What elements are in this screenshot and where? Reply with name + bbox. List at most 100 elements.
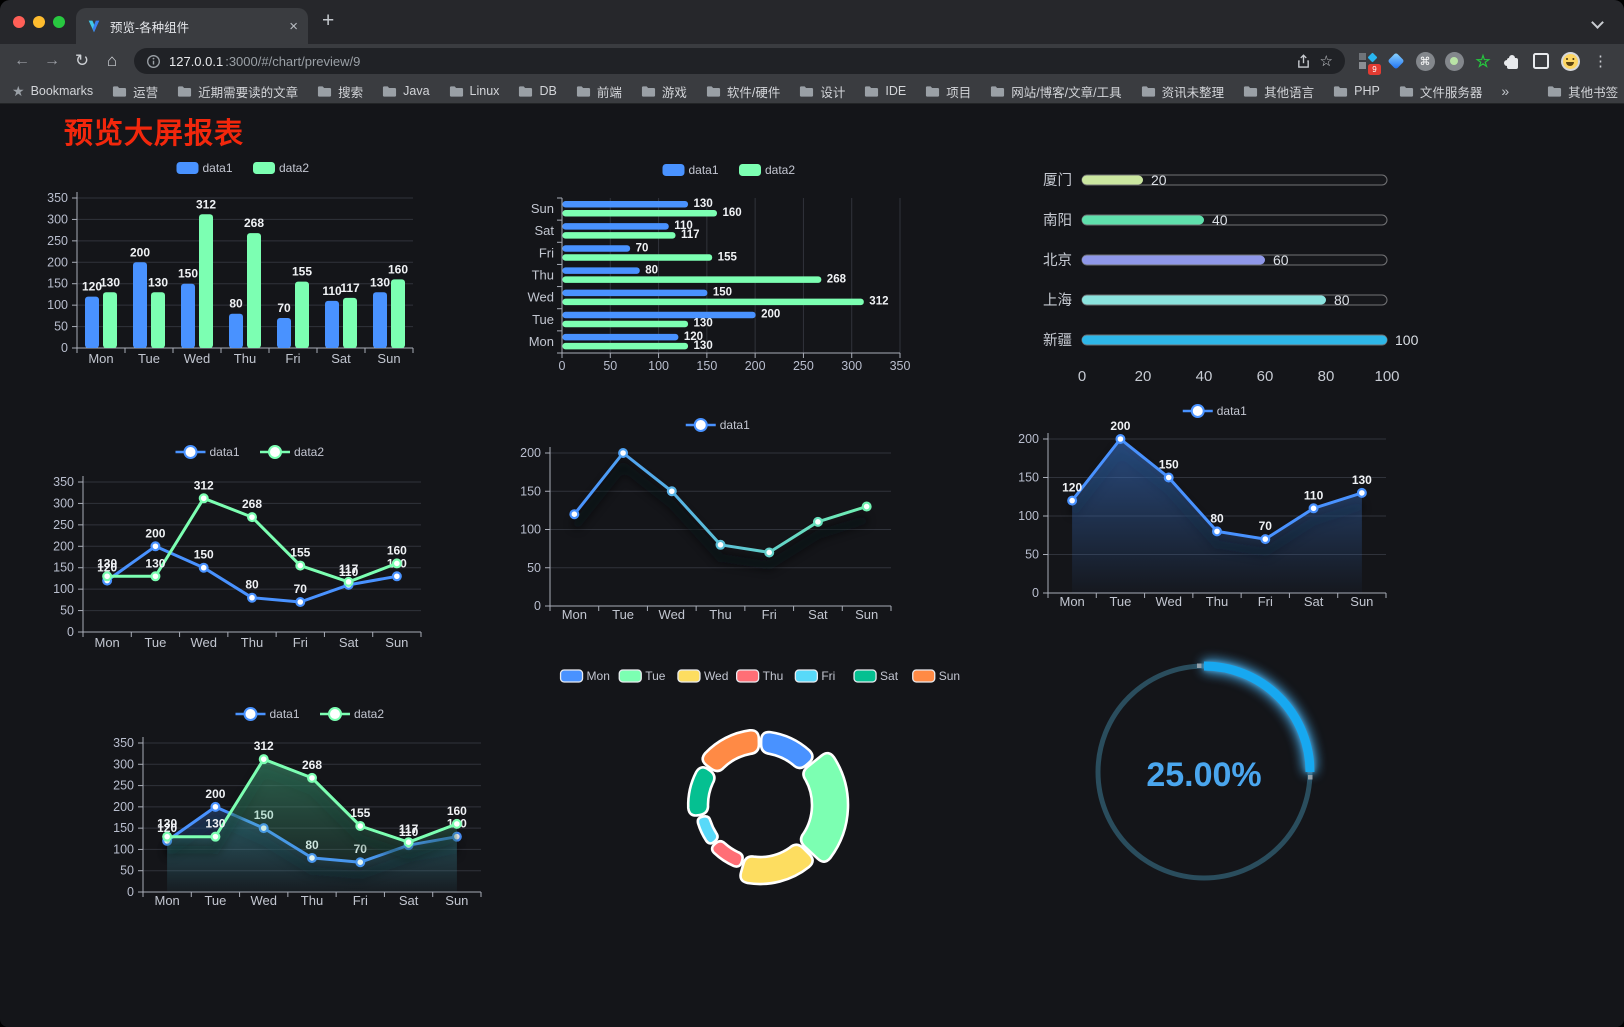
emoji-extension-icon[interactable] xyxy=(1560,51,1580,71)
x-category-label: Wed xyxy=(190,635,217,650)
legend-swatch xyxy=(618,669,642,683)
command-extension-icon[interactable]: ⌘ xyxy=(1415,51,1435,71)
bookmarks-overflow-chevron[interactable]: » xyxy=(1501,83,1510,99)
close-window-button[interactable] xyxy=(13,16,25,28)
data-label: 110 xyxy=(339,565,359,579)
c8-canvas: Mon Tue Wed Thu Fri Sat Sun xyxy=(559,669,960,886)
x-category-label: Fri xyxy=(1258,594,1273,609)
x-axis-tick-label: 250 xyxy=(793,359,814,373)
y-axis-tick-label: 100 xyxy=(53,582,74,596)
legend-item[interactable]: data1 xyxy=(176,161,233,175)
legend-item[interactable]: Fri xyxy=(794,669,835,683)
bookmark-folder-label: 网站/博客/文章/工具 xyxy=(1011,85,1122,100)
reload-button[interactable]: ↻ xyxy=(74,51,90,70)
legend-item[interactable]: Sat xyxy=(853,669,899,683)
bookmark-folder[interactable]: 文件服务器 xyxy=(1399,82,1482,101)
recorder-extension-icon[interactable] xyxy=(1444,51,1464,71)
legend-item[interactable]: data1 xyxy=(662,163,719,177)
legend-item[interactable]: data1 xyxy=(1182,404,1247,418)
bookmark-folder[interactable]: Linux xyxy=(449,84,499,98)
bookmark-folder[interactable]: PHP xyxy=(1333,84,1380,98)
bar xyxy=(562,254,713,261)
browser-menu-icon[interactable]: ⋮ xyxy=(1593,53,1608,70)
line-shadow xyxy=(570,459,868,571)
y-axis-tick-label: 0 xyxy=(1032,586,1039,600)
bookmark-folder[interactable]: 资讯未整理 xyxy=(1141,82,1224,101)
bookmark-folder[interactable]: 其他语言 xyxy=(1243,82,1314,101)
y-axis-tick-label: 150 xyxy=(113,821,134,835)
c5-canvas: 0 50 100 150 200 Mon Tue Wed Thu Fri Sat Sun data1 xyxy=(520,418,892,622)
bookmarks-menu[interactable]: ★ Bookmarks xyxy=(12,83,93,100)
minimize-window-button[interactable] xyxy=(33,16,45,28)
legend-item[interactable]: data2 xyxy=(320,707,384,721)
legend-item[interactable]: data1 xyxy=(685,418,750,432)
home-button[interactable]: ⌂ xyxy=(106,51,118,70)
bookmark-folder[interactable]: 软件/硬件 xyxy=(706,82,780,101)
legend-item[interactable]: Sun xyxy=(912,669,960,683)
legend-item[interactable]: data1 xyxy=(235,707,300,721)
bar xyxy=(229,313,243,348)
bar xyxy=(562,276,822,283)
legend-item[interactable]: data2 xyxy=(739,163,795,177)
tab-title: 预览-各种组件 xyxy=(110,20,190,35)
share-icon[interactable] xyxy=(1295,53,1312,70)
legend-item[interactable]: Wed xyxy=(677,669,728,683)
bookmark-folder[interactable]: 项目 xyxy=(925,82,971,101)
legend-swatch xyxy=(912,669,936,683)
bookmark-folder[interactable]: 游戏 xyxy=(641,82,687,101)
legend-item[interactable]: Mon xyxy=(559,669,610,683)
back-button[interactable]: ← xyxy=(14,52,30,69)
legend-item[interactable]: data2 xyxy=(253,161,309,175)
new-tab-button[interactable]: + xyxy=(322,9,335,32)
legend-item[interactable]: Tue xyxy=(618,669,666,683)
x-axis-tick-label: 350 xyxy=(890,359,911,373)
data-label: 150 xyxy=(1159,458,1179,472)
legend-swatch xyxy=(794,669,819,683)
folder-icon xyxy=(1548,85,1562,97)
grid-extension-icon[interactable]: 9 xyxy=(1357,51,1381,75)
legend-item[interactable]: data2 xyxy=(260,445,324,459)
bookmark-folder[interactable]: 前端 xyxy=(576,82,622,101)
data-label: 160 xyxy=(387,543,407,557)
site-info-icon[interactable] xyxy=(146,54,161,69)
data-label: 312 xyxy=(254,739,274,753)
data-label: 155 xyxy=(290,546,310,560)
bookmark-folder[interactable]: 设计 xyxy=(799,82,845,101)
c7-canvas: 0 50 100 150 200 250 300 350 Mon Tue Wed Thu Fri Sat S… xyxy=(113,707,482,908)
browser-tab[interactable]: 预览-各种组件 × xyxy=(76,8,308,44)
legend-item[interactable]: data1 xyxy=(175,445,240,459)
legend-label: Wed xyxy=(704,669,728,683)
bookmark-star-icon[interactable]: ☆ xyxy=(1319,52,1333,70)
tab-search-chevron-icon[interactable] xyxy=(1593,18,1602,27)
bookmark-folder[interactable]: 网站/博客/文章/工具 xyxy=(990,82,1122,101)
bookmark-folder-label: 搜索 xyxy=(338,85,364,100)
data-label: 268 xyxy=(242,497,262,511)
other-bookmarks[interactable]: 其他书签 xyxy=(1547,82,1618,101)
data-label: 130 xyxy=(370,275,390,289)
gauge-value-label: 25.00% xyxy=(1146,756,1261,794)
url-bar[interactable]: 127.0.0.1:3000/#/chart/preview/9 ☆ xyxy=(134,48,1345,74)
gem-extension-icon[interactable] xyxy=(1386,51,1406,71)
bookmark-folder[interactable]: 近期需要读的文章 xyxy=(177,82,298,101)
point-marker xyxy=(247,512,258,523)
star-extension-icon[interactable]: ☆ xyxy=(1475,51,1491,71)
bar xyxy=(562,201,689,208)
bookmark-folder[interactable]: Java xyxy=(382,84,430,98)
tab-close-icon[interactable]: × xyxy=(289,17,298,35)
forward-button[interactable]: → xyxy=(44,52,60,69)
bookmark-folder[interactable]: IDE xyxy=(864,84,906,98)
bar xyxy=(562,298,864,306)
x-category-label: Tue xyxy=(138,351,160,366)
x-axis-tick-label: 80 xyxy=(1318,368,1335,385)
panel-extension-icon[interactable] xyxy=(1531,51,1551,71)
area-line-chart: 0 50 100 150 200 Mon Tue Wed Thu Fri Sat Sun 120 200 1… xyxy=(970,395,1390,619)
extensions-puzzle-icon[interactable] xyxy=(1502,51,1522,71)
bookmark-folder[interactable]: DB xyxy=(518,84,557,98)
x-category-label: Sun xyxy=(377,351,400,366)
zoom-window-button[interactable] xyxy=(53,16,65,28)
bookmark-folder-label: 项目 xyxy=(946,85,972,100)
x-category-label: Wed xyxy=(659,607,686,622)
bookmark-folder[interactable]: 搜索 xyxy=(317,82,363,101)
legend-item[interactable]: Thu xyxy=(735,669,784,683)
bookmark-folder[interactable]: 运营 xyxy=(112,82,158,101)
